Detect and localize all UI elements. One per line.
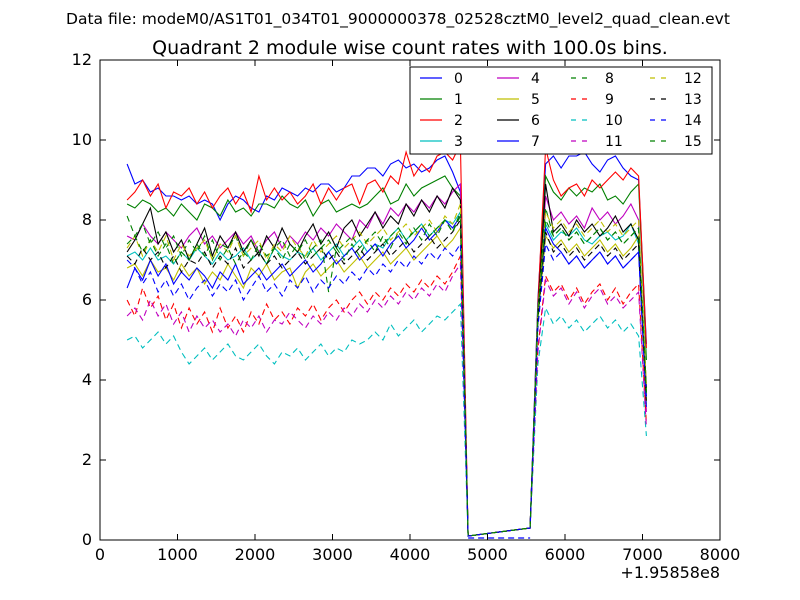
legend-label-0: 0 bbox=[454, 71, 463, 87]
legend-label-13: 13 bbox=[684, 92, 702, 108]
series-line-13 bbox=[126, 218, 647, 537]
legend-label-6: 6 bbox=[531, 113, 540, 129]
x-tick-label: 0 bbox=[95, 545, 105, 564]
legend-label-15: 15 bbox=[684, 134, 702, 150]
y-tick-label: 6 bbox=[82, 290, 92, 309]
x-tick-label: 7000 bbox=[622, 545, 663, 564]
series-line-9 bbox=[126, 255, 647, 537]
chart-title: Quadrant 2 module wise count rates with … bbox=[152, 37, 668, 59]
legend-label-8: 8 bbox=[605, 71, 614, 87]
legend-label-14: 14 bbox=[684, 113, 702, 129]
y-tick-label: 4 bbox=[82, 370, 92, 389]
series-line-15 bbox=[126, 215, 647, 537]
x-tick-label: 3000 bbox=[312, 545, 353, 564]
series-line-10 bbox=[126, 302, 647, 537]
series-line-4 bbox=[126, 182, 647, 537]
y-tick-label: 8 bbox=[82, 210, 92, 229]
legend-label-1: 1 bbox=[454, 92, 463, 108]
y-tick-label: 0 bbox=[82, 530, 92, 549]
x-tick-label: 6000 bbox=[545, 545, 586, 564]
series-line-3 bbox=[126, 210, 647, 537]
legend-label-3: 3 bbox=[454, 134, 463, 150]
series-line-6 bbox=[126, 183, 647, 537]
legend-label-5: 5 bbox=[531, 92, 540, 108]
y-tick-label: 2 bbox=[82, 450, 92, 469]
x-tick-label: 4000 bbox=[390, 545, 431, 564]
x-tick-label: 5000 bbox=[467, 545, 508, 564]
legend-label-10: 10 bbox=[605, 113, 623, 129]
series-line-5 bbox=[126, 226, 647, 537]
legend-label-7: 7 bbox=[531, 134, 540, 150]
x-axis: 0 1000 2000 3000 4000 5000 6000 7000 8000 bbox=[95, 60, 740, 564]
series-line-12 bbox=[126, 203, 647, 537]
x-tick-label: 1000 bbox=[157, 545, 198, 564]
legend-label-4: 4 bbox=[531, 71, 540, 87]
plot-lines bbox=[126, 143, 647, 539]
x-tick-label: 2000 bbox=[235, 545, 276, 564]
page-title: Data file: modeM0/AS1T01_034T01_90000003… bbox=[66, 10, 730, 29]
series-line-14 bbox=[126, 241, 647, 537]
legend-label-12: 12 bbox=[684, 71, 702, 87]
legend-label-11: 11 bbox=[605, 134, 623, 150]
legend-label-2: 2 bbox=[454, 113, 463, 129]
x-offset-label: +1.95858e8 bbox=[620, 563, 720, 582]
legend-box bbox=[409, 66, 713, 155]
series-line-11 bbox=[126, 262, 647, 537]
series-line-2 bbox=[126, 143, 647, 537]
x-tick-label: 8000 bbox=[700, 545, 741, 564]
legend-label-9: 9 bbox=[605, 92, 614, 108]
y-tick-label: 10 bbox=[72, 130, 92, 149]
series-line-0 bbox=[126, 151, 647, 537]
y-tick-label: 12 bbox=[72, 50, 92, 69]
